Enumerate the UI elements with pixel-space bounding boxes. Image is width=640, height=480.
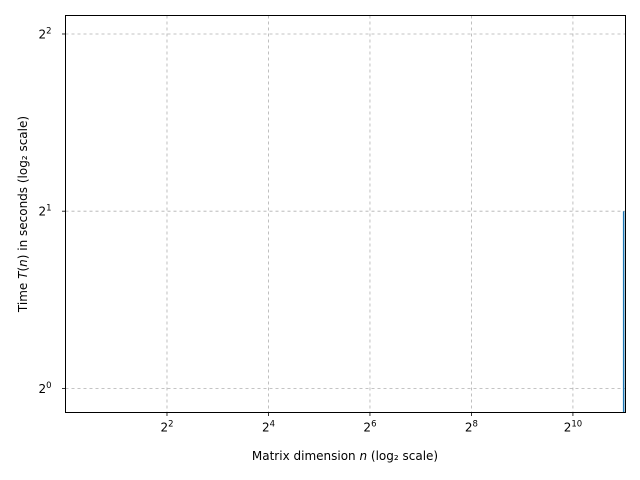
- grid: [65, 15, 626, 413]
- x-tick-label: 210: [564, 420, 582, 435]
- y-tick-label: 22: [38, 26, 51, 41]
- x-tick-label: 22: [160, 420, 173, 435]
- y-tick-label: 21: [38, 204, 51, 219]
- plot-frame: [65, 15, 626, 413]
- x-axis: 22 24 26 28 210: [160, 412, 582, 435]
- x-axis-label: Matrix dimension n (log₂ scale): [252, 449, 438, 463]
- x-tick-label: 28: [465, 420, 478, 435]
- x-tick-label: 24: [262, 420, 275, 435]
- x-tick-label: 26: [363, 420, 376, 435]
- y-tick-label: 20: [38, 381, 51, 396]
- y-axis-label: Time T(n) in seconds (log₂ scale): [16, 116, 30, 313]
- y-axis: 20 21 22: [38, 26, 66, 396]
